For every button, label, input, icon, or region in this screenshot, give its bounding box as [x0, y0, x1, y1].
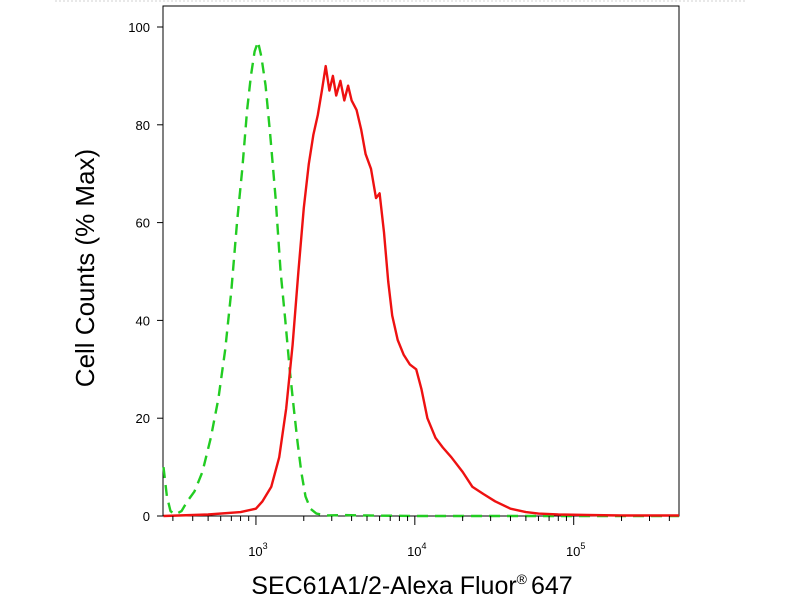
- x-axis: 103 104 105: [172, 516, 670, 559]
- x-tick-label: 104: [407, 541, 426, 559]
- x-axis-title-suffix: 647: [531, 572, 573, 600]
- x-axis-title: SEC61A1/2-Alexa Fluor® 647: [251, 571, 572, 600]
- y-tick-label: 40: [136, 313, 150, 328]
- series-line-2: [163, 64, 679, 518]
- y-tick-label: 20: [136, 411, 150, 426]
- x-tick-label: 105: [566, 541, 585, 559]
- x-axis-title-superscript: ®: [517, 571, 528, 587]
- y-tick-label: 60: [136, 216, 150, 231]
- y-axis-title: Cell Counts (% Max): [70, 149, 100, 387]
- y-axis: 0 20 40 60 80 100: [128, 20, 163, 524]
- series-line-1: [162, 40, 679, 518]
- x-tick-label: 103: [248, 541, 267, 559]
- plot-border: [162, 5, 680, 517]
- y-tick-label: 80: [136, 118, 150, 133]
- series-layer: [162, 40, 679, 518]
- y-tick-label: 100: [128, 20, 150, 35]
- y-tick-label: 0: [143, 509, 150, 524]
- x-axis-title-main: SEC61A1/2-Alexa Fluor: [251, 572, 516, 600]
- plot-frame: [162, 5, 680, 517]
